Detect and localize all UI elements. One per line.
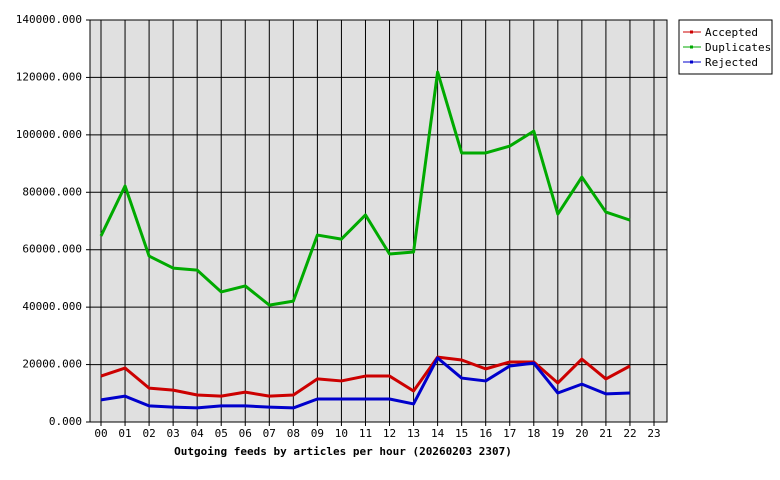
y-tick-label: 0.000 <box>49 415 82 428</box>
legend-label: Accepted <box>705 26 758 39</box>
series-line <box>100 355 631 398</box>
x-tick-label: 07 <box>263 427 276 440</box>
x-tick-label: 21 <box>599 427 612 440</box>
x-tick-label: 08 <box>287 427 300 440</box>
y-tick-label: 140000.000 <box>16 13 82 26</box>
y-tick-label: 80000.000 <box>22 185 82 198</box>
y-tick-label: 120000.000 <box>16 70 82 83</box>
x-tick-label: 03 <box>167 427 180 440</box>
y-tick-label: 60000.000 <box>22 243 82 256</box>
chart-title: Outgoing feeds by articles per hour (202… <box>174 445 512 458</box>
x-tick-label: 20 <box>575 427 588 440</box>
x-tick-label: 16 <box>479 427 492 440</box>
legend-marker <box>690 45 693 49</box>
legend-marker <box>690 30 693 34</box>
x-tick-label: 13 <box>407 427 420 440</box>
plot-background <box>90 20 667 422</box>
plot-frame <box>89 19 668 423</box>
series-line <box>99 70 631 307</box>
legend-label: Rejected <box>705 56 758 69</box>
x-tick-label: 23 <box>647 427 660 440</box>
x-tick-label: 11 <box>359 427 372 440</box>
x-tick-label: 22 <box>623 427 636 440</box>
x-tick-label: 06 <box>239 427 252 440</box>
x-tick-label: 09 <box>311 427 324 440</box>
x-tick-label: 18 <box>527 427 540 440</box>
legend-label: Duplicates <box>705 41 771 54</box>
y-tick-label: 40000.000 <box>22 300 82 313</box>
x-tick-label: 01 <box>118 427 131 440</box>
x-tick-label: 00 <box>94 427 107 440</box>
x-tick-label: 14 <box>431 427 445 440</box>
x-tick-label: 05 <box>215 427 228 440</box>
y-tick-label: 20000.000 <box>22 358 82 371</box>
y-tick-label: 100000.000 <box>16 128 82 141</box>
x-tick-label: 17 <box>503 427 516 440</box>
x-tick-label: 12 <box>383 427 396 440</box>
x-tick-label: 15 <box>455 427 468 440</box>
series-line <box>100 356 631 410</box>
legend-marker <box>690 60 693 64</box>
x-tick-label: 04 <box>191 427 205 440</box>
x-tick-label: 19 <box>551 427 564 440</box>
x-tick-label: 10 <box>335 427 348 440</box>
x-tick-label: 02 <box>142 427 155 440</box>
